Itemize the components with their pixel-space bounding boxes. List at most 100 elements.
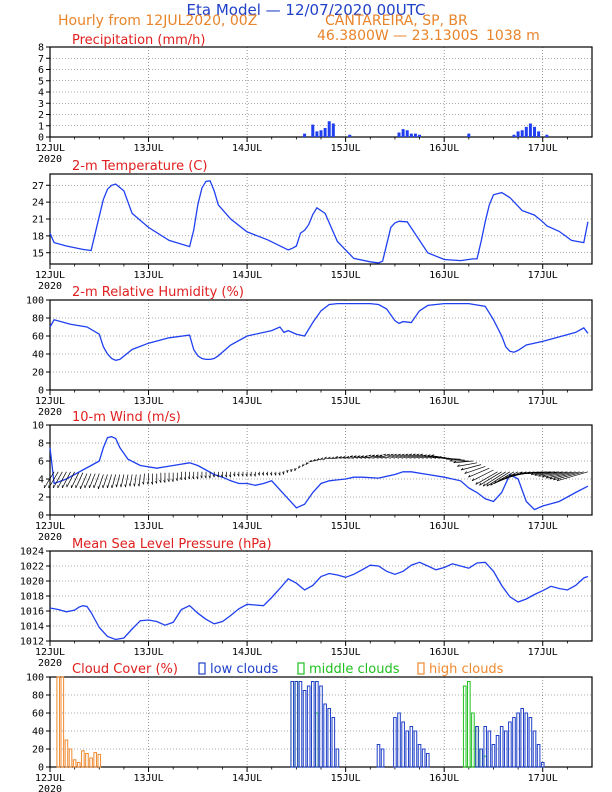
coordinates-label: 46.3800W — 23.1300S [317, 28, 479, 44]
cloud-low-bar [376, 744, 381, 768]
temp-xtick-label: 16JUL [429, 270, 459, 281]
cloud-ytick-label: 100 [26, 673, 44, 684]
cloud-low-bar [393, 717, 397, 768]
mslp-xtick-label: 12JUL [35, 647, 65, 658]
cloud-ytick-label: 20 [32, 745, 44, 756]
temp-ytick-label: 24 [32, 198, 44, 209]
cloud-high-bar [60, 676, 65, 768]
wind-arrowhead [368, 454, 372, 456]
wind-arrow [549, 471, 580, 480]
cloud-low-bar [512, 717, 516, 768]
precip-ytick-label: 3 [38, 99, 44, 110]
cloud-low-bar [306, 685, 311, 768]
cloud-title: Cloud Cover (%) [72, 662, 178, 677]
wind-arrow [468, 467, 490, 478]
mslp-ytick-label: 1018 [20, 592, 44, 603]
cloud-xtick-label: 17JUL [528, 773, 558, 784]
wind-xtick-label: 14JUL [232, 521, 262, 532]
wind-arrowhead [464, 471, 467, 474]
wind-arrowhead [183, 477, 186, 481]
wind-arrow [483, 471, 506, 487]
wind-arrowhead [309, 459, 312, 463]
rh-xtick-label: 14JUL [232, 396, 262, 407]
precip-bar [528, 123, 532, 137]
wind-arrowhead [229, 474, 231, 478]
wind-arrow [416, 454, 432, 459]
wind-arrowhead [253, 473, 256, 477]
rh-xtick-label: 15JUL [331, 396, 361, 407]
legend-high-swatch [417, 662, 425, 675]
cloud-xtick-label: 14JUL [232, 773, 262, 784]
legend-mid-label: middle clouds [309, 662, 400, 677]
wind-arrowhead [335, 456, 339, 458]
wind-arrow [398, 454, 412, 459]
precip-ytick-label: 1 [38, 121, 44, 132]
wind-arrowhead [379, 454, 383, 456]
wind-arrowhead [327, 456, 331, 459]
rh-xtick-label: 13JUL [133, 396, 163, 407]
precip-bar [348, 134, 352, 137]
wind-arrow [368, 455, 379, 459]
mslp-xtick-label: 16JUL [429, 647, 459, 658]
wind-arrow [80, 473, 88, 490]
rh-year-label: 2020 [38, 407, 62, 418]
wind-ytick-label: 2 [38, 493, 44, 504]
wind-arrowhead [305, 461, 308, 465]
wind-arrow [353, 456, 363, 459]
precip-bar [537, 131, 541, 137]
wind-arrowhead [482, 483, 485, 487]
mslp-title: Mean Sea Level Pressure (hPa) [72, 537, 272, 552]
wind-arrowhead [556, 478, 560, 482]
rh-xtick-label: 12JUL [35, 396, 65, 407]
temp-xtick-label: 12JUL [35, 270, 65, 281]
wind-arrowhead [282, 471, 284, 475]
wind-arrowhead [527, 471, 531, 474]
wind-arrowhead [531, 472, 534, 475]
wind-arrow [125, 474, 129, 488]
wind-arrow [98, 474, 104, 490]
wind-arrow [357, 456, 367, 459]
wind-arrowhead [375, 454, 379, 456]
cloud-high-bar [81, 750, 85, 768]
wind-arrowhead [479, 482, 482, 486]
temp-ytick-label: 27 [32, 181, 44, 192]
wind-arrowhead [142, 481, 144, 485]
wind-arrowhead [265, 472, 268, 476]
mslp-ytick-label: 1024 [20, 547, 44, 558]
wind-ytick-label: 10 [32, 421, 44, 432]
cloud-mid-bar [471, 712, 475, 768]
precip-bar [516, 131, 520, 137]
cloud-low-bar [491, 744, 496, 768]
rh-ytick-label: 20 [32, 368, 44, 379]
precip-bar [545, 134, 549, 137]
precip-bar [512, 134, 516, 137]
rh-series-line [49, 302, 589, 361]
cloud-high-bar [72, 759, 77, 768]
precip-xtick-label: 14JUL [232, 143, 262, 154]
cloud-low-bar [401, 721, 405, 768]
wind-arrowhead [233, 473, 236, 477]
wind-arrowhead [416, 453, 420, 456]
precip-bar [520, 130, 524, 137]
legend-mid-swatch [297, 662, 305, 675]
wind-arrowhead [245, 473, 248, 477]
wind-arrow [66, 471, 75, 488]
wind-arrowhead [523, 471, 527, 474]
cloud-low-bar [499, 726, 504, 768]
wind-arrowhead [412, 453, 416, 456]
precip-bar [311, 124, 315, 137]
precip-xtick-label: 12JUL [35, 143, 65, 154]
wind-arrow [375, 455, 387, 459]
mslp-ytick-label: 1020 [20, 577, 44, 588]
wind-arrowhead [208, 475, 211, 479]
wind-arrowhead [357, 455, 361, 457]
mslp-ytick-label: 1014 [20, 622, 44, 633]
wind-arrowhead [409, 453, 413, 456]
wind-arrowhead [453, 460, 457, 464]
wind-arrowhead [200, 475, 203, 479]
wind-arrowhead [534, 473, 538, 476]
wind-arrow [390, 454, 404, 459]
cloud-high-bar [68, 748, 73, 768]
temp-ytick-label: 18 [32, 231, 44, 242]
